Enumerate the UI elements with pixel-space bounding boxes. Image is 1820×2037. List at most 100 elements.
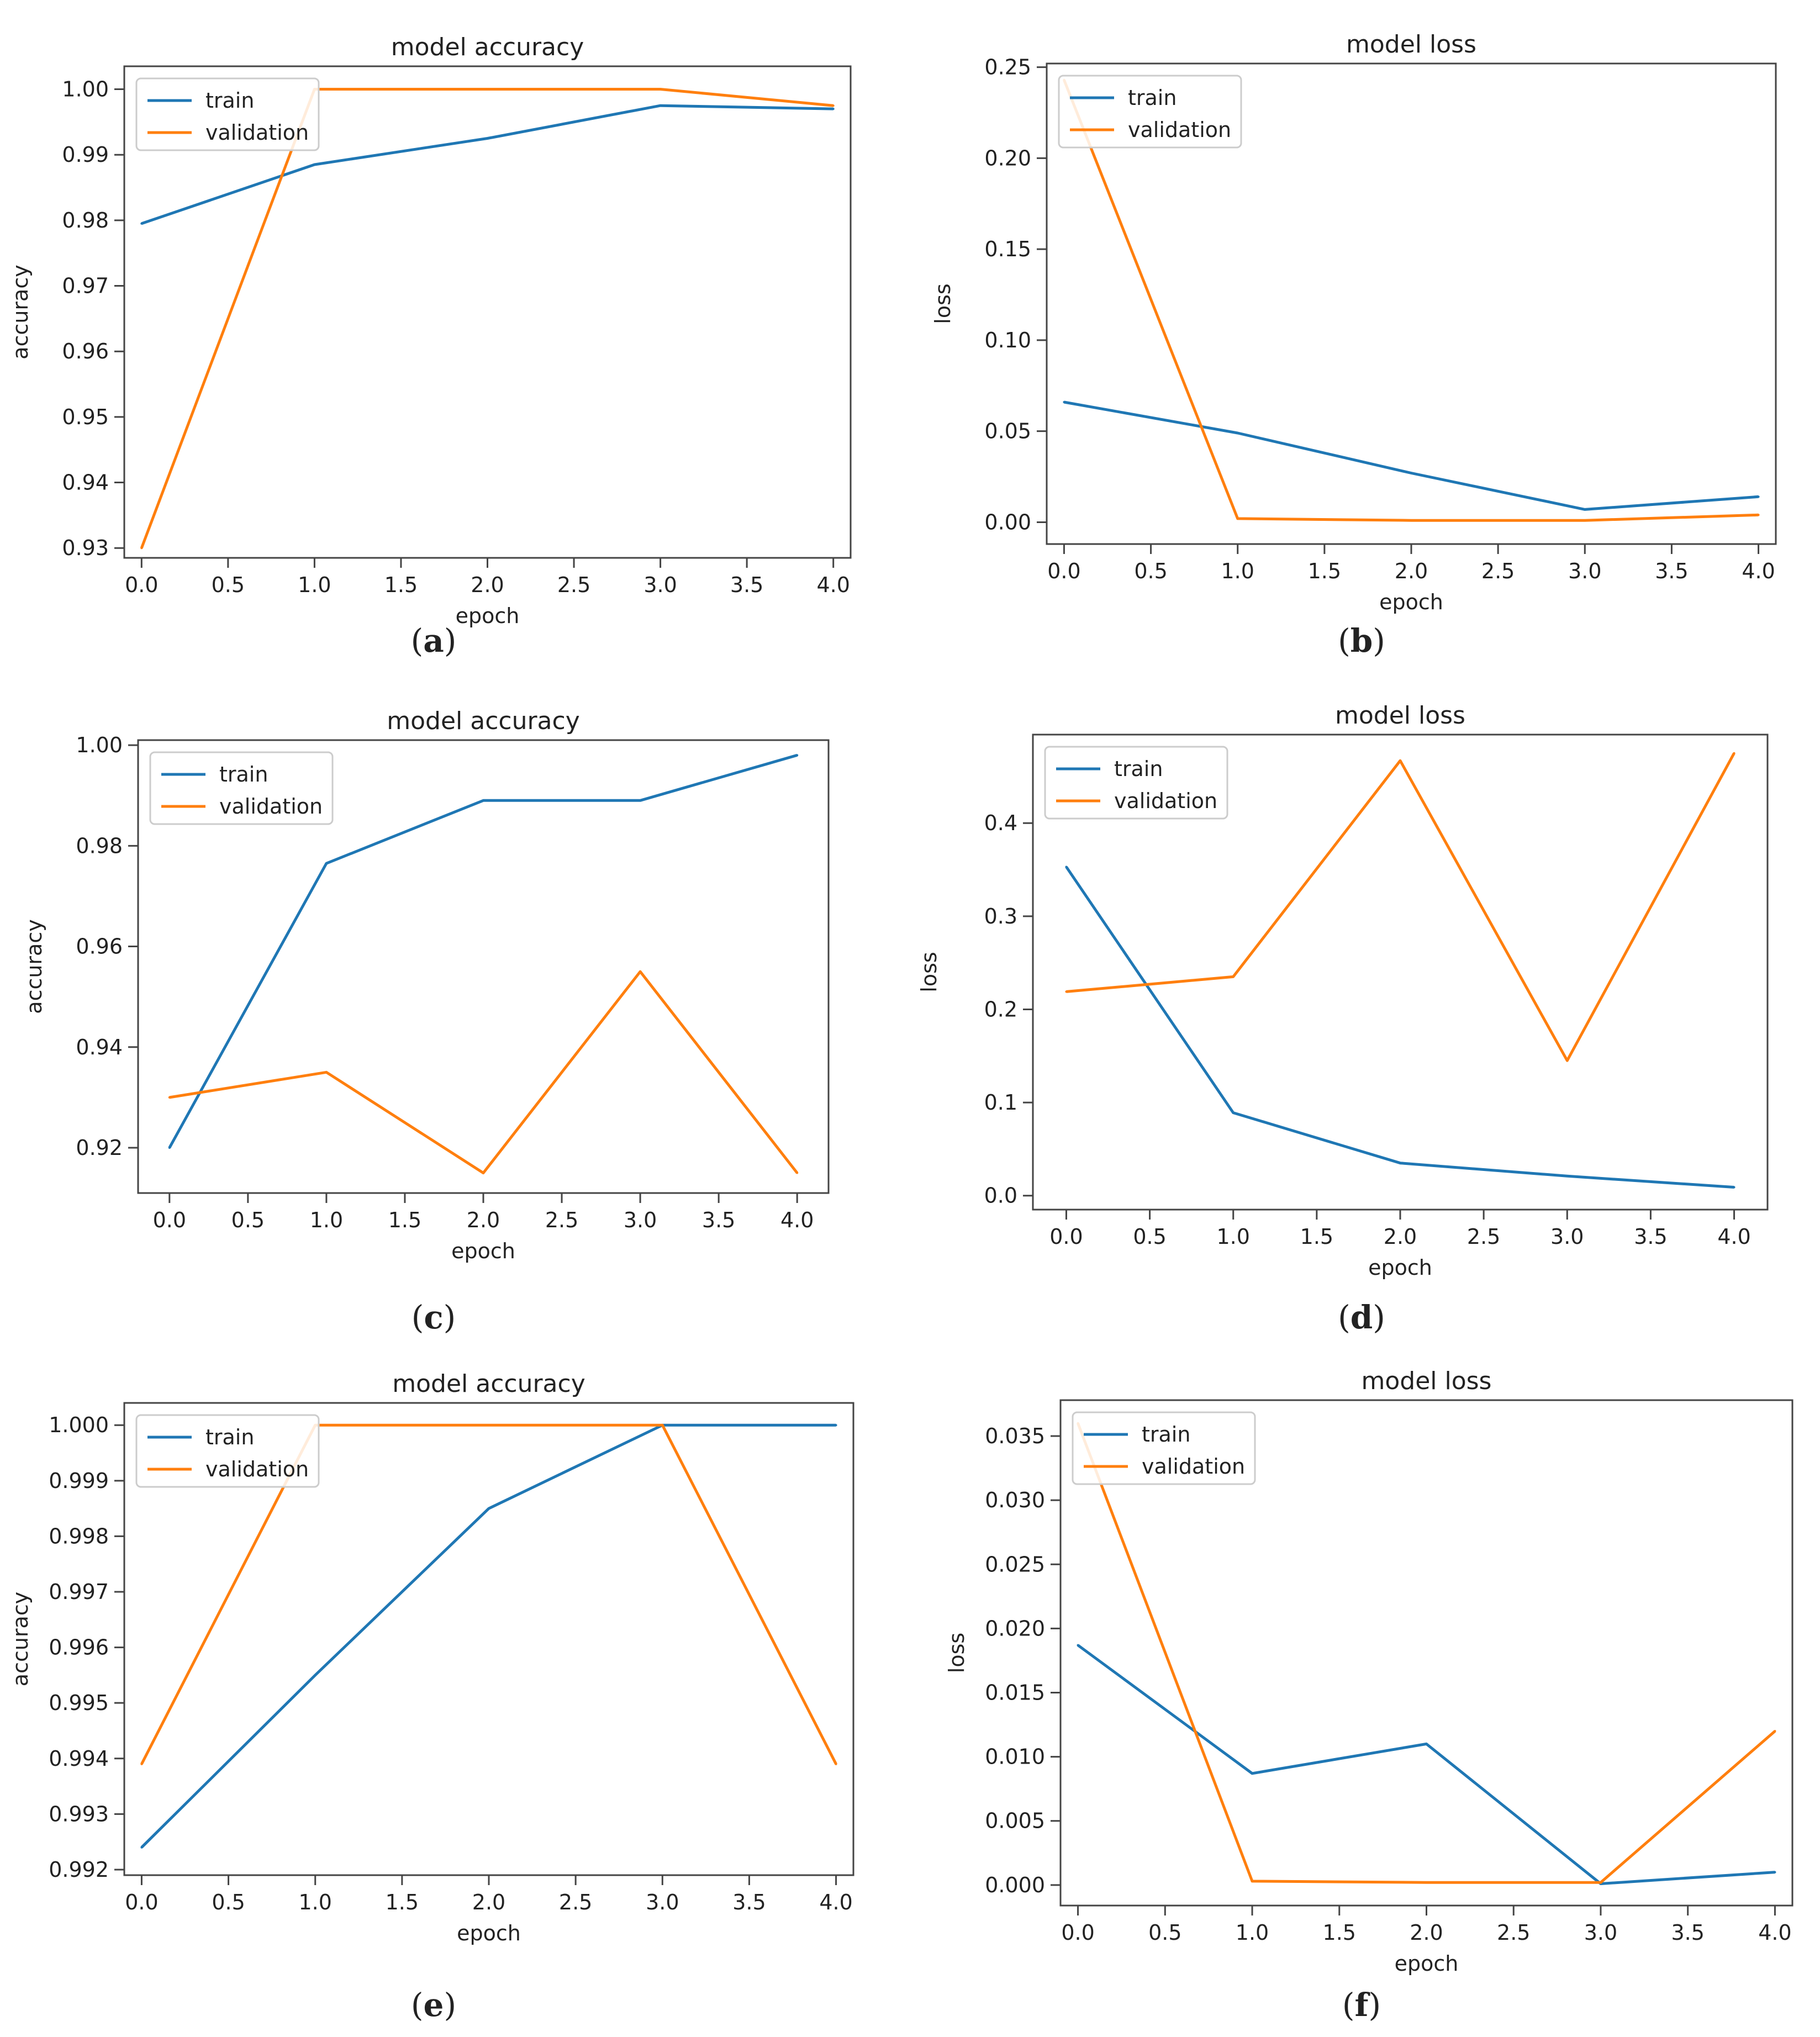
x-tick-label: 2.0 bbox=[1410, 1920, 1443, 1945]
data-point-validation bbox=[140, 1762, 143, 1765]
data-point-train bbox=[325, 862, 328, 865]
legend-label-train: train bbox=[1128, 86, 1177, 110]
data-point-validation bbox=[140, 547, 143, 550]
series-line-train bbox=[1063, 400, 1759, 511]
series-line-train bbox=[140, 1423, 836, 1849]
x-tick-label: 3.0 bbox=[1568, 559, 1601, 583]
data-point-validation bbox=[1410, 519, 1412, 522]
legend-label-validation: validation bbox=[205, 120, 309, 145]
data-point-validation bbox=[1733, 752, 1735, 754]
y-tick-label: 1.00 bbox=[62, 77, 109, 102]
series-line-validation bbox=[169, 970, 799, 1175]
y-tick-label: 0.020 bbox=[985, 1616, 1045, 1640]
x-tick-label: 1.5 bbox=[1308, 559, 1341, 583]
panel-caption: (a) bbox=[411, 622, 457, 659]
y-axis-label: loss bbox=[917, 952, 941, 992]
y-tick-label: 0.015 bbox=[985, 1680, 1045, 1704]
x-tick-label: 1.5 bbox=[388, 1208, 421, 1232]
data-point-train bbox=[168, 1147, 171, 1149]
data-point-train bbox=[639, 799, 642, 802]
legend-label-validation: validation bbox=[219, 794, 323, 819]
data-point-train bbox=[832, 108, 835, 110]
y-tick-label: 0.99 bbox=[62, 143, 109, 167]
data-point-validation bbox=[661, 1424, 664, 1427]
x-tick-label: 1.0 bbox=[298, 573, 331, 597]
x-tick-label: 0.5 bbox=[1133, 1225, 1166, 1249]
x-tick-label: 2.5 bbox=[1481, 559, 1515, 583]
y-tick-label: 0.94 bbox=[62, 471, 109, 495]
x-tick-label: 2.0 bbox=[472, 1890, 505, 1914]
y-tick-label: 0.995 bbox=[49, 1691, 109, 1715]
data-point-validation bbox=[1774, 1730, 1776, 1733]
legend-label-validation: validation bbox=[205, 1457, 309, 1481]
data-point-validation bbox=[1251, 1880, 1254, 1882]
y-tick-label: 0.996 bbox=[49, 1635, 109, 1660]
data-point-train bbox=[313, 163, 316, 166]
y-tick-label: 0.98 bbox=[62, 208, 109, 233]
data-point-train bbox=[482, 799, 484, 802]
data-point-train bbox=[835, 1424, 837, 1427]
y-axis-label: accuracy bbox=[8, 265, 33, 359]
y-tick-label: 0.992 bbox=[49, 1857, 109, 1882]
chart-panel-c: model accuracy 0.0 0.5 1.0 1.5 2.0 2.5 3.0 3.5 4.… bbox=[22, 707, 830, 1336]
chart-title: model loss bbox=[1362, 1367, 1492, 1395]
x-tick-label: 0.0 bbox=[125, 573, 158, 597]
panel-caption: (b) bbox=[1338, 622, 1385, 659]
series-line-train bbox=[1065, 866, 1734, 1189]
x-tick-label: 4.0 bbox=[1717, 1225, 1750, 1249]
x-axis-label: epoch bbox=[1395, 1951, 1459, 1976]
x-tick-label: 0.0 bbox=[1061, 1920, 1094, 1945]
chart-panel-b: model loss 0.0 0.5 1.0 1.5 2.0 2.5 3.0 3.5 4.0 0.0… bbox=[931, 30, 1777, 659]
data-point-validation bbox=[1399, 759, 1401, 762]
y-tick-label: 0.4 bbox=[984, 811, 1017, 835]
data-point-validation bbox=[639, 970, 642, 973]
x-tick-label: 0.5 bbox=[1134, 559, 1167, 583]
y-tick-label: 0.3 bbox=[984, 904, 1017, 928]
x-axis-label: epoch bbox=[457, 1921, 521, 1945]
y-tick-label: 0.1 bbox=[984, 1090, 1017, 1115]
x-tick-label: 2.0 bbox=[467, 1208, 500, 1232]
data-point-train bbox=[314, 1674, 316, 1676]
data-point-validation bbox=[482, 1171, 484, 1174]
x-tick-label: 4.0 bbox=[1758, 1920, 1791, 1945]
x-tick-label: 3.5 bbox=[1671, 1920, 1704, 1945]
x-tick-label: 3.0 bbox=[646, 1890, 679, 1914]
y-tick-label: 0.030 bbox=[985, 1488, 1045, 1512]
x-tick-label: 1.0 bbox=[298, 1890, 331, 1914]
y-tick-label: 0.0 bbox=[984, 1184, 1017, 1208]
x-tick-label: 4.0 bbox=[816, 573, 850, 597]
data-point-validation bbox=[488, 1424, 490, 1427]
data-point-train bbox=[1733, 1186, 1735, 1189]
y-tick-label: 1.000 bbox=[49, 1413, 109, 1437]
data-point-train bbox=[1566, 1175, 1569, 1178]
legend-label-validation: validation bbox=[1114, 789, 1217, 813]
chart-panel-a: model accuracy 0.0 0.5 1.0 1.5 2.0 2.5 3.0 3.5 4.… bbox=[8, 33, 852, 659]
data-point-validation bbox=[832, 104, 835, 107]
chart-title: model loss bbox=[1335, 701, 1465, 730]
data-point-train bbox=[488, 1507, 490, 1510]
x-tick-label: 3.0 bbox=[643, 573, 677, 597]
legend-label-train: train bbox=[1114, 757, 1163, 781]
legend-label-validation: validation bbox=[1142, 1454, 1245, 1479]
x-tick-label: 0.5 bbox=[212, 573, 245, 597]
y-tick-label: 0.998 bbox=[49, 1524, 109, 1548]
y-tick-label: 0.95 bbox=[62, 405, 109, 429]
data-point-validation bbox=[1599, 1881, 1602, 1884]
chart-title: model accuracy bbox=[391, 33, 584, 61]
y-tick-label: 0.000 bbox=[985, 1873, 1045, 1897]
y-tick-label: 0.997 bbox=[49, 1580, 109, 1604]
y-tick-label: 0.2 bbox=[984, 997, 1017, 1021]
x-tick-label: 2.0 bbox=[1395, 559, 1428, 583]
x-tick-label: 3.5 bbox=[1655, 559, 1688, 583]
chart-panel-e: model accuracy 0.0 0.5 1.0 1.5 2.0 2.5 3.0 3.5 4.… bbox=[8, 1370, 854, 2024]
x-tick-label: 1.5 bbox=[384, 573, 418, 597]
x-tick-label: 1.5 bbox=[386, 1890, 419, 1914]
x-tick-label: 0.0 bbox=[1047, 559, 1080, 583]
chart-title: model loss bbox=[1346, 30, 1476, 59]
x-tick-label: 3.0 bbox=[624, 1208, 657, 1232]
x-tick-label: 0.0 bbox=[1049, 1225, 1083, 1249]
x-axis-label: epoch bbox=[451, 1239, 515, 1263]
chart-panel-f: model loss 0.0 0.5 1.0 1.5 2.0 2.5 3.0 3.5 4.0 0.0… bbox=[945, 1367, 1793, 2024]
x-tick-label: 1.5 bbox=[1323, 1920, 1356, 1945]
series-line-train bbox=[1077, 1644, 1775, 1885]
